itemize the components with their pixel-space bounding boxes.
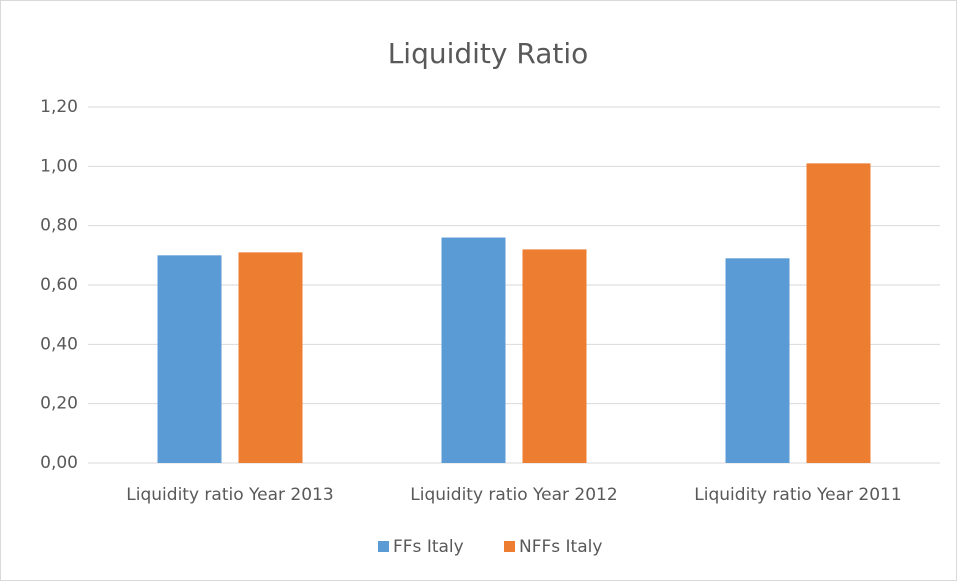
legend-swatch [504,541,515,552]
bar [725,258,790,463]
y-tick-label: 0,40 [40,334,78,354]
y-tick-label: 1,20 [40,97,78,117]
y-tick-label: 0,60 [40,275,78,295]
x-tick-label: Liquidity ratio Year 2012 [410,485,617,505]
legend-label: FFs Italy [393,537,464,557]
y-tick-label: 0,00 [40,453,78,473]
bar [157,255,222,463]
bar [238,252,303,463]
legend-label: NFFs Italy [519,537,602,557]
bar [522,249,587,463]
bar [441,237,506,463]
y-tick-label: 1,00 [40,156,78,176]
chart-title: Liquidity Ratio [388,37,589,70]
x-tick-label: Liquidity ratio Year 2011 [694,485,901,505]
y-tick-label: 0,20 [40,394,78,414]
bar [806,163,871,463]
y-tick-label: 0,80 [40,216,78,236]
x-tick-label: Liquidity ratio Year 2013 [126,485,333,505]
legend-swatch [378,541,389,552]
